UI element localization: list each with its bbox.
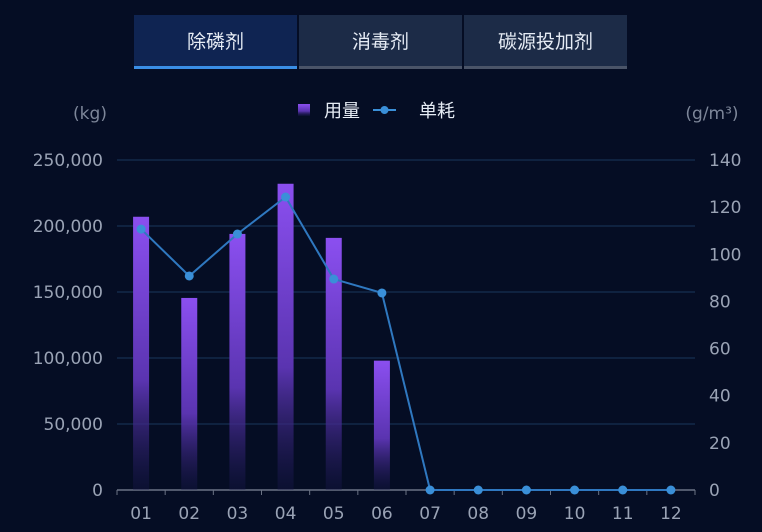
left-axis-unit: (kg) — [73, 104, 107, 124]
tab-disinfectant[interactable]: 消毒剂 — [299, 15, 462, 69]
line-point-09 — [521, 485, 531, 495]
right-tick-label: 40 — [709, 387, 731, 407]
left-tick-label: 250,000 — [33, 151, 103, 171]
right-tick-label: 60 — [709, 340, 731, 360]
line-point-02 — [184, 271, 194, 281]
x-tick-label: 02 — [178, 504, 200, 524]
line-series — [140, 195, 671, 491]
line-point-07 — [425, 485, 435, 495]
right-tick-label: 120 — [709, 198, 741, 218]
right-tick-label: 100 — [709, 245, 741, 265]
line-point-08 — [473, 485, 483, 495]
x-tick-label: 01 — [130, 504, 152, 524]
x-tick-label: 05 — [323, 504, 345, 524]
left-tick-label: 150,000 — [33, 283, 103, 303]
x-tick-label: 04 — [275, 504, 297, 524]
right-axis-unit: (g/m³) — [685, 104, 738, 124]
x-tick-label: 10 — [564, 504, 586, 524]
tab-phosphorus-removal[interactable]: 除磷剂 — [134, 15, 297, 69]
bar-03 — [229, 233, 246, 491]
line-point-03 — [232, 229, 242, 239]
x-tick-label: 03 — [227, 504, 249, 524]
legend-bar-swatch — [298, 104, 310, 116]
x-tick-label: 08 — [467, 504, 489, 524]
legend-line-label: 单耗 — [419, 101, 455, 122]
x-tick-label: 12 — [660, 504, 682, 524]
right-tick-label: 0 — [709, 481, 720, 501]
line-point-12 — [666, 485, 676, 495]
left-tick-label: 200,000 — [33, 217, 103, 237]
line-point-05 — [329, 274, 339, 284]
left-tick-label: 0 — [92, 481, 103, 501]
right-tick-label: 80 — [709, 292, 731, 312]
line-point-10 — [570, 485, 580, 495]
x-tick-label: 11 — [612, 504, 634, 524]
x-tick-label: 06 — [371, 504, 393, 524]
tab-bar: 除磷剂 消毒剂 碳源投加剂 — [134, 15, 629, 69]
bar-05 — [325, 237, 342, 490]
line-point-06 — [377, 288, 387, 298]
line-point-01 — [136, 224, 146, 234]
bar-02 — [181, 297, 198, 490]
legend-bar-label: 用量 — [324, 101, 360, 122]
left-tick-label: 100,000 — [33, 349, 103, 369]
right-tick-label: 20 — [709, 434, 731, 454]
legend[interactable]: 用量 单耗 — [298, 101, 455, 122]
bar-01 — [133, 216, 150, 490]
x-tick-label: 07 — [419, 504, 441, 524]
legend-line-marker — [380, 106, 389, 114]
left-tick-label: 50,000 — [44, 415, 103, 435]
x-tick-label: 09 — [516, 504, 538, 524]
bar-06 — [373, 360, 390, 490]
bar-04 — [277, 183, 294, 490]
right-tick-label: 140 — [709, 151, 741, 171]
line-point-04 — [281, 192, 291, 202]
line-point-11 — [618, 485, 628, 495]
tab-carbon-source[interactable]: 碳源投加剂 — [464, 15, 627, 69]
